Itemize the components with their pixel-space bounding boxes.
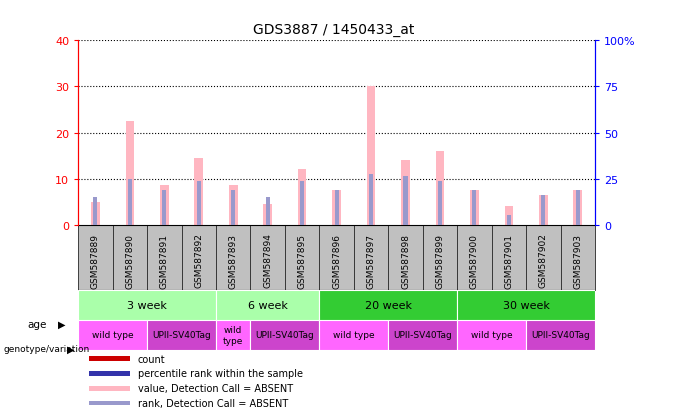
Bar xyxy=(526,320,595,350)
Bar xyxy=(573,191,582,225)
Bar xyxy=(78,320,147,350)
Bar xyxy=(160,186,169,225)
Text: GSM587890: GSM587890 xyxy=(125,233,135,288)
Bar xyxy=(163,191,167,225)
Text: 20 week: 20 week xyxy=(364,301,412,311)
Text: GSM587893: GSM587893 xyxy=(228,233,238,288)
Text: genotype/variation: genotype/variation xyxy=(3,344,90,354)
Bar xyxy=(473,191,477,225)
Text: GSM587902: GSM587902 xyxy=(539,233,548,288)
Bar xyxy=(78,291,216,320)
Bar xyxy=(263,204,272,225)
Bar xyxy=(231,191,235,225)
Bar xyxy=(320,291,457,320)
Bar xyxy=(194,159,203,225)
Text: GDS3887 / 1450433_at: GDS3887 / 1450433_at xyxy=(252,23,414,37)
Bar xyxy=(216,320,250,350)
Bar xyxy=(457,320,526,350)
Text: wild type: wild type xyxy=(92,330,133,339)
Text: ▶: ▶ xyxy=(67,344,75,354)
Bar xyxy=(88,401,130,405)
Bar xyxy=(298,170,307,225)
Text: percentile rank within the sample: percentile rank within the sample xyxy=(137,368,303,378)
Text: 3 week: 3 week xyxy=(127,301,167,311)
Text: GSM587891: GSM587891 xyxy=(160,233,169,288)
Text: age: age xyxy=(27,319,46,329)
Bar xyxy=(266,197,270,225)
Text: wild
type: wild type xyxy=(223,325,243,345)
Text: GSM587889: GSM587889 xyxy=(91,233,100,288)
Text: UPII-SV40Tag: UPII-SV40Tag xyxy=(531,330,590,339)
Bar xyxy=(539,195,547,225)
Text: GSM587901: GSM587901 xyxy=(505,233,513,288)
Bar xyxy=(369,175,373,225)
Bar xyxy=(403,177,407,225)
Text: 30 week: 30 week xyxy=(503,301,549,311)
Bar xyxy=(436,152,444,225)
Text: GSM587894: GSM587894 xyxy=(263,233,272,288)
Bar xyxy=(470,191,479,225)
Text: GSM587897: GSM587897 xyxy=(367,233,375,288)
Bar xyxy=(507,216,511,225)
Text: 6 week: 6 week xyxy=(248,301,288,311)
Bar xyxy=(300,181,304,225)
Bar xyxy=(335,191,339,225)
Text: value, Detection Call = ABSENT: value, Detection Call = ABSENT xyxy=(137,383,293,393)
Text: GSM587895: GSM587895 xyxy=(298,233,307,288)
Bar xyxy=(93,197,97,225)
Text: UPII-SV40Tag: UPII-SV40Tag xyxy=(256,330,314,339)
Text: rank, Detection Call = ABSENT: rank, Detection Call = ABSENT xyxy=(137,398,288,408)
Text: GSM587896: GSM587896 xyxy=(332,233,341,288)
Text: GSM587898: GSM587898 xyxy=(401,233,410,288)
Bar xyxy=(388,320,457,350)
Bar xyxy=(229,186,237,225)
Bar xyxy=(88,386,130,391)
Bar xyxy=(367,87,375,225)
Text: ▶: ▶ xyxy=(58,319,65,329)
Bar xyxy=(505,206,513,225)
Text: GSM587903: GSM587903 xyxy=(573,233,582,288)
Text: wild type: wild type xyxy=(333,330,375,339)
Bar xyxy=(128,179,132,225)
Bar xyxy=(457,291,595,320)
Bar xyxy=(438,181,442,225)
Bar xyxy=(88,371,130,376)
Text: UPII-SV40Tag: UPII-SV40Tag xyxy=(393,330,452,339)
Text: GSM587899: GSM587899 xyxy=(435,233,445,288)
Bar xyxy=(91,202,100,225)
Bar xyxy=(216,291,320,320)
Bar xyxy=(333,191,341,225)
Bar xyxy=(320,320,388,350)
Bar xyxy=(250,320,320,350)
Bar xyxy=(401,161,410,225)
Text: GSM587900: GSM587900 xyxy=(470,233,479,288)
Bar xyxy=(147,320,216,350)
Bar xyxy=(88,356,130,361)
Bar xyxy=(541,195,545,225)
Text: wild type: wild type xyxy=(471,330,513,339)
Bar xyxy=(576,191,580,225)
Text: UPII-SV40Tag: UPII-SV40Tag xyxy=(152,330,211,339)
Text: GSM587892: GSM587892 xyxy=(194,233,203,288)
Bar xyxy=(126,122,134,225)
Text: count: count xyxy=(137,354,165,363)
Bar xyxy=(197,181,201,225)
